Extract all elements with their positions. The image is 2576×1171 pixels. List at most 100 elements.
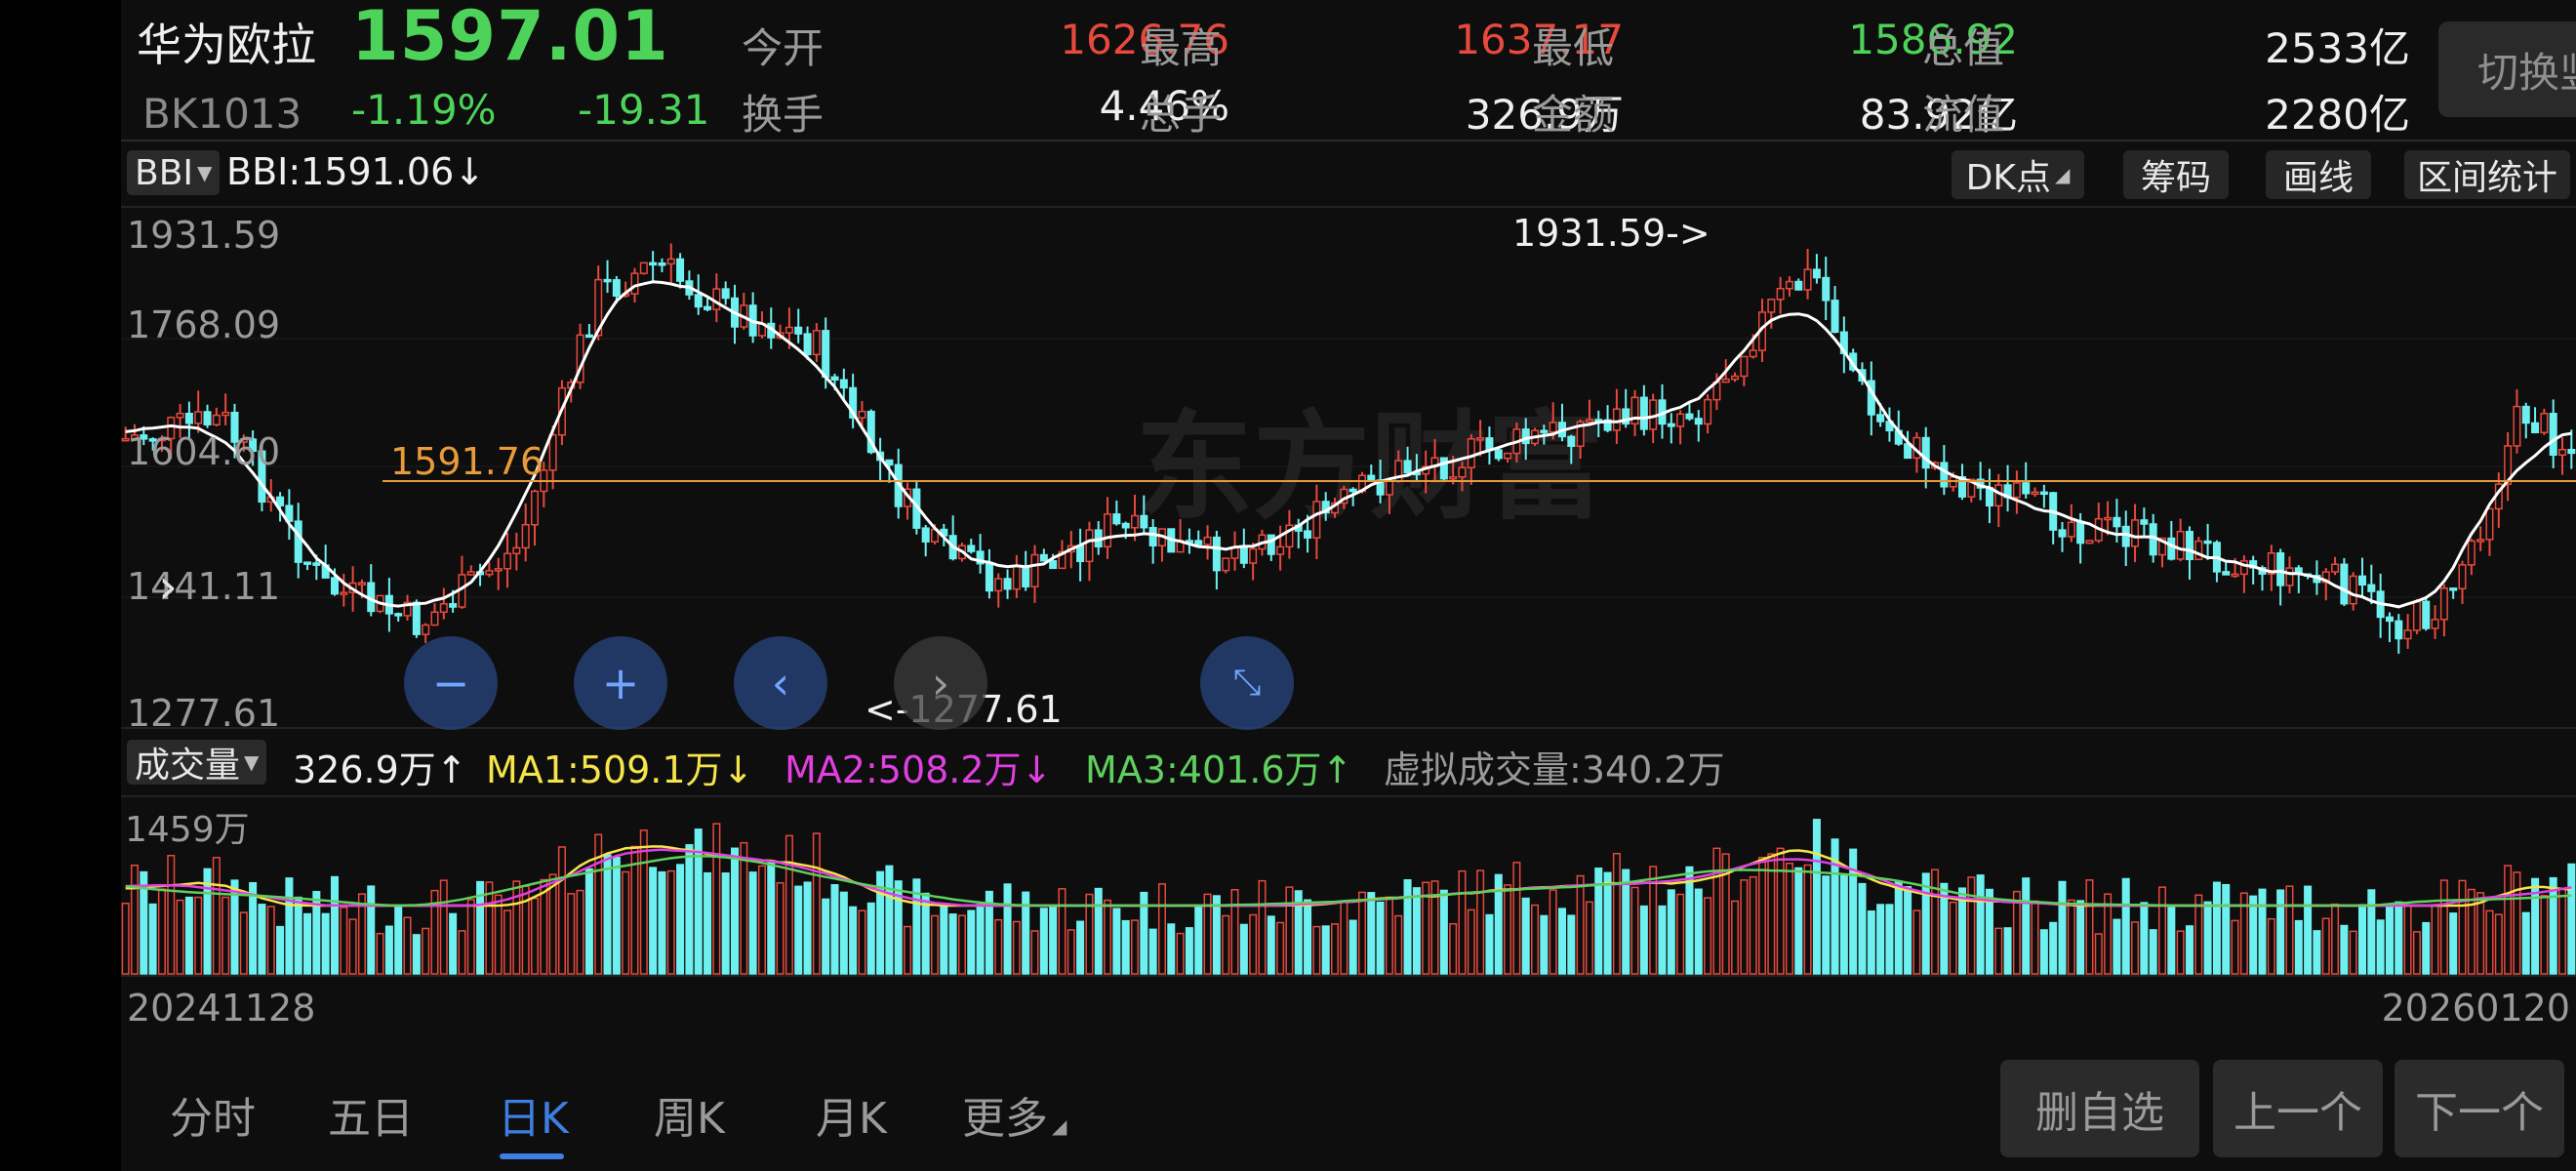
candle-body	[639, 262, 648, 274]
volume-bar	[1367, 892, 1376, 975]
tab-daily-k[interactable]: 日K	[498, 1094, 569, 1144]
volume-bar	[866, 902, 875, 975]
collapse-icon: ⤡	[1232, 663, 1262, 703]
bbi-line	[125, 280, 2572, 609]
candle-body	[1249, 547, 1258, 564]
candle-body	[1822, 276, 1831, 302]
volume-bar	[1476, 869, 1485, 975]
candle-body	[2194, 540, 2203, 561]
volume-bar	[2167, 907, 2176, 975]
tab-more[interactable]: 更多 ◢	[962, 1083, 1067, 1146]
candle-body	[704, 305, 712, 310]
quote-turnover-label: 换手	[742, 91, 825, 139]
candle-body	[167, 417, 176, 440]
scroll-left-button[interactable]: ‹	[734, 636, 827, 730]
next-button[interactable]: 下一个	[2395, 1060, 2564, 1157]
volume-bar	[1858, 882, 1867, 975]
volume-bar	[685, 844, 694, 975]
volume-bar	[2349, 930, 2357, 975]
candle-body	[258, 450, 266, 504]
collapse-button[interactable]: ⤡	[1200, 636, 1294, 730]
volume-bar	[2476, 892, 2485, 975]
chips-button[interactable]: 筹码	[2123, 150, 2229, 199]
volume-bar	[258, 904, 266, 975]
volume-bar	[2239, 892, 2248, 975]
candle-body	[2521, 405, 2530, 424]
volume-bar	[1176, 932, 1185, 975]
candle-body	[658, 262, 666, 266]
candle-body	[785, 326, 793, 334]
candle-body	[666, 258, 675, 265]
volume-bar	[2185, 925, 2194, 975]
volume-bar	[1776, 847, 1785, 975]
volume-bar	[1949, 901, 1957, 975]
quote-volume-label: 总手	[1140, 91, 1223, 139]
volume-bar	[357, 893, 366, 975]
dk-point-button[interactable]: DK点 ◢	[1952, 150, 2084, 199]
volume-bar	[394, 905, 403, 975]
volume-bar	[1694, 888, 1703, 975]
corner-caret-icon: ◢	[2054, 163, 2071, 186]
volume-bar	[1276, 921, 1285, 975]
indicator-dropdown[interactable]: BBI ▼	[127, 150, 221, 195]
candle-body	[1222, 557, 1230, 572]
quote-high-value: 1637.17	[1454, 16, 1624, 63]
volume-bar	[612, 857, 621, 975]
candle-body	[184, 412, 193, 424]
candle-body	[203, 411, 212, 425]
volume-bar	[285, 877, 294, 975]
volume-bar	[476, 880, 485, 975]
candle-body	[612, 279, 621, 297]
tab-five-day[interactable]: 五日	[328, 1094, 414, 1144]
draw-line-button[interactable]: 画线	[2266, 150, 2371, 199]
expand-arrow-icon[interactable]: ›	[158, 558, 178, 615]
previous-button[interactable]: 上一个	[2213, 1060, 2383, 1157]
tab-weekly-k[interactable]: 周K	[654, 1094, 725, 1144]
candle-body	[1630, 396, 1639, 425]
chart-area[interactable]: 东方财富 1591.76 1931.59 1768.09 1604.60 144…	[121, 0, 2576, 1034]
zoom-out-button[interactable]: −	[404, 636, 498, 730]
candle-body	[521, 523, 530, 549]
volume-bar	[748, 871, 757, 975]
scroll-right-button[interactable]: ›	[894, 636, 987, 730]
volume-bar	[1258, 879, 1267, 975]
candle-body	[530, 490, 540, 526]
volume-bar	[367, 885, 376, 975]
toggle-portrait-button[interactable]: 切换竖屏	[2438, 21, 2576, 117]
volume-bar	[2039, 929, 2048, 975]
candle-body	[2157, 537, 2167, 556]
candle-body	[1194, 540, 1203, 545]
volume-bar	[1676, 893, 1685, 975]
volume-bar	[1867, 910, 1875, 975]
volume-bar	[1340, 901, 1348, 975]
candle-body	[212, 414, 221, 425]
range-stats-button[interactable]: 区间统计	[2404, 150, 2570, 199]
candle-body	[403, 601, 412, 617]
volume-bar	[1649, 866, 1658, 975]
candle-body	[249, 438, 258, 453]
volume-bar	[1757, 856, 1767, 975]
volume-bar	[1940, 882, 1949, 975]
volume-bar	[1731, 900, 1740, 975]
volume-dropdown[interactable]: 成交量 ▼	[127, 740, 267, 786]
volume-bar	[2467, 888, 2475, 975]
dropdown-caret-icon: ▼	[244, 750, 260, 774]
volume-bar	[1430, 880, 1439, 975]
volume-bar	[676, 864, 685, 975]
end-date: 20260120	[2382, 987, 2570, 1030]
candle-body	[1148, 526, 1157, 546]
candle-body	[449, 603, 458, 608]
volume-bar	[2485, 909, 2494, 975]
volume-bar	[1740, 879, 1749, 975]
volume-bar	[1904, 886, 1912, 975]
tab-intraday[interactable]: 分时	[170, 1094, 256, 1144]
candle-body	[548, 433, 557, 471]
volume-bar	[2203, 901, 2212, 975]
volume-bar	[2395, 901, 2403, 975]
volume-bar	[630, 845, 639, 975]
zoom-in-button[interactable]: +	[574, 636, 667, 730]
remove-watchlist-button[interactable]: 删自选	[2000, 1060, 2199, 1157]
candle-body	[2395, 620, 2403, 640]
candle-body	[2113, 516, 2121, 528]
tab-monthly-k[interactable]: 月K	[816, 1094, 887, 1144]
